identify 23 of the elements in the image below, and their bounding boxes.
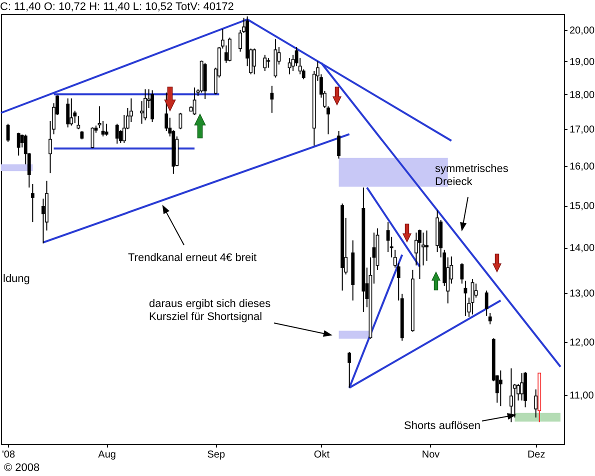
text: © 2008 — [4, 462, 40, 474]
y-tick-label: 15,00 — [570, 201, 595, 212]
y-tick-label: 12,00 — [570, 337, 595, 348]
y-tick-label: 13,00 — [570, 288, 595, 300]
x-tick-label: Aug — [98, 450, 116, 460]
annotation: Shorts auflösen — [404, 420, 480, 432]
annotation: Trendkanal erneut 4€ breit — [128, 252, 257, 264]
y-tick-label: 17,00 — [570, 124, 595, 136]
y-tick-label: 16,00 — [570, 162, 595, 173]
annotation: daraus ergibt sich dieses Kursziel für Shortsignal — [149, 298, 272, 323]
x-tick-label: Nov — [422, 450, 440, 460]
annotation: ldung — [3, 273, 30, 285]
chart-title: C: 11,40 O: 10,72 H: 11,40 L: 10,52 TotV: 40172 — [0, 1, 234, 13]
y-tick-label: 20,00 — [570, 25, 595, 36]
y-tick-label: 19,00 — [570, 56, 595, 68]
y-tick-label: 18,00 — [570, 90, 595, 101]
x-tick-label: Dez — [527, 450, 546, 460]
x-tick-label: '08 — [2, 450, 16, 460]
annotation: symmetrisches Dreieck — [435, 163, 509, 188]
x-tick-label: Okt — [314, 450, 330, 460]
x-tick-label: Sep — [207, 450, 226, 460]
y-tick-label: 14,00 — [570, 243, 595, 254]
y-tick-label: 11,00 — [570, 390, 594, 402]
